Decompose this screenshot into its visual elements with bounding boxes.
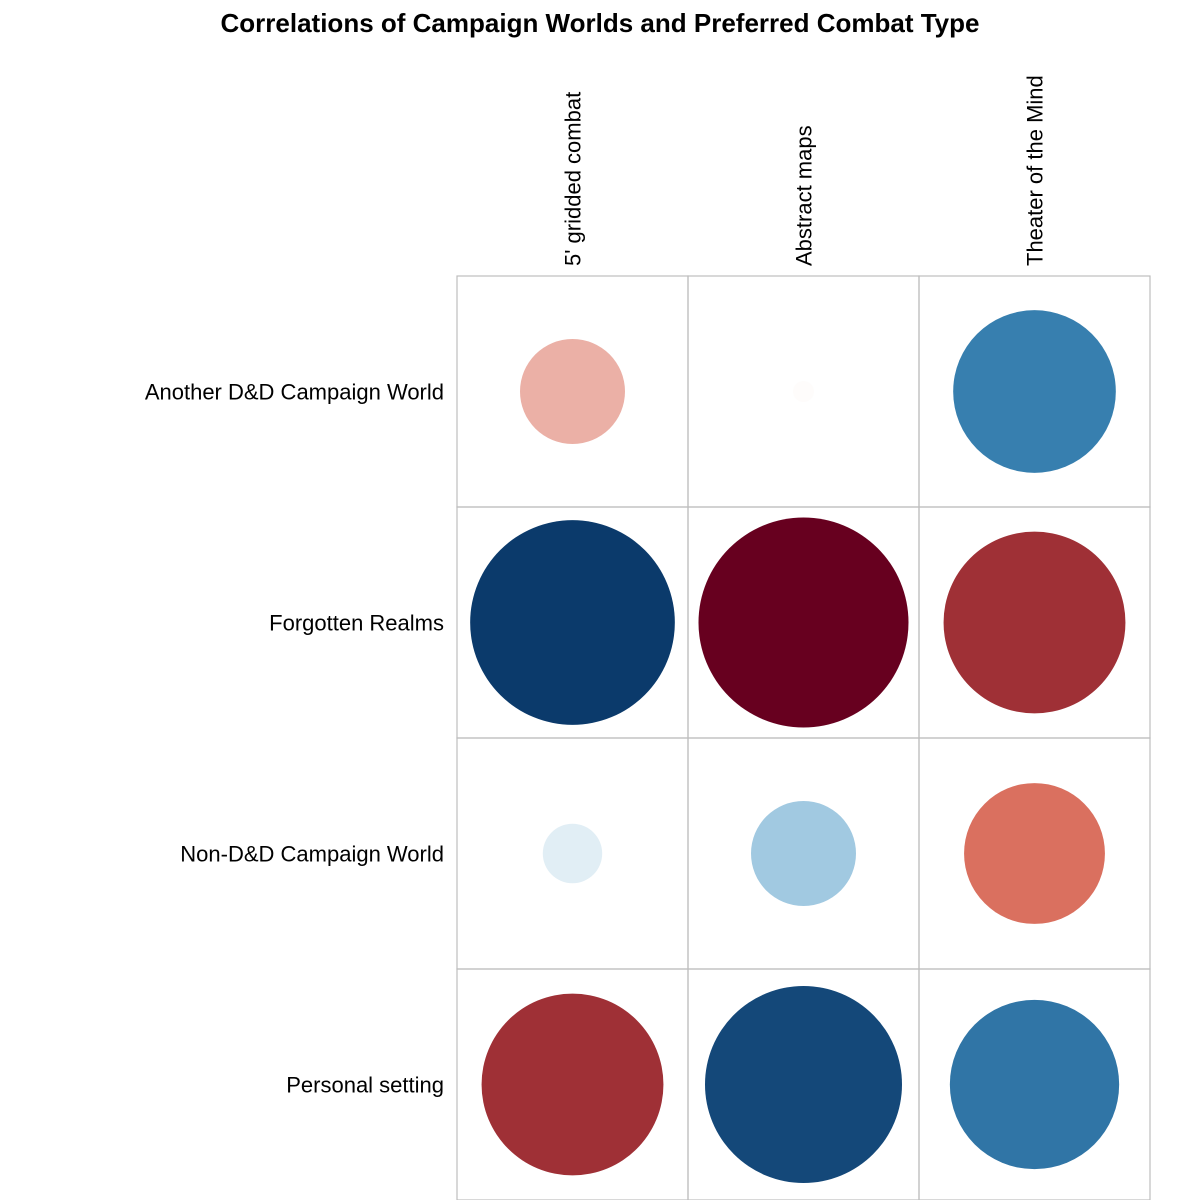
correlation-circle bbox=[964, 783, 1105, 924]
column-label: 5' gridded combat bbox=[561, 92, 586, 266]
column-label: Abstract maps bbox=[792, 125, 817, 266]
correlation-circle bbox=[705, 986, 902, 1183]
column-label: Theater of the Mind bbox=[1023, 75, 1048, 266]
grid bbox=[456, 275, 1151, 1200]
grid-cell bbox=[918, 968, 1151, 1200]
correlation-circle bbox=[520, 339, 625, 444]
row-labels: Another D&D Campaign World Forgotten Real… bbox=[145, 380, 444, 1098]
correlation-circle bbox=[953, 310, 1116, 473]
correlation-circle bbox=[542, 823, 603, 884]
row-label: Personal setting bbox=[286, 1073, 444, 1098]
correlation-circle bbox=[470, 520, 675, 725]
correlation-circle bbox=[943, 531, 1126, 714]
correlation-circle bbox=[949, 999, 1120, 1170]
correlation-circle bbox=[698, 517, 909, 728]
correlation-circle bbox=[481, 993, 664, 1176]
row-label: Another D&D Campaign World bbox=[145, 380, 444, 405]
row-label: Non-D&D Campaign World bbox=[180, 842, 444, 867]
row-label: Forgotten Realms bbox=[269, 611, 444, 636]
chart-title: Correlations of Campaign Worlds and Pref… bbox=[221, 8, 980, 38]
circle-layer bbox=[470, 310, 1126, 1183]
column-labels: 5' gridded combat Abstract maps Theater of… bbox=[561, 75, 1048, 266]
correlation-circle bbox=[793, 381, 814, 402]
correlation-circle bbox=[751, 801, 856, 906]
